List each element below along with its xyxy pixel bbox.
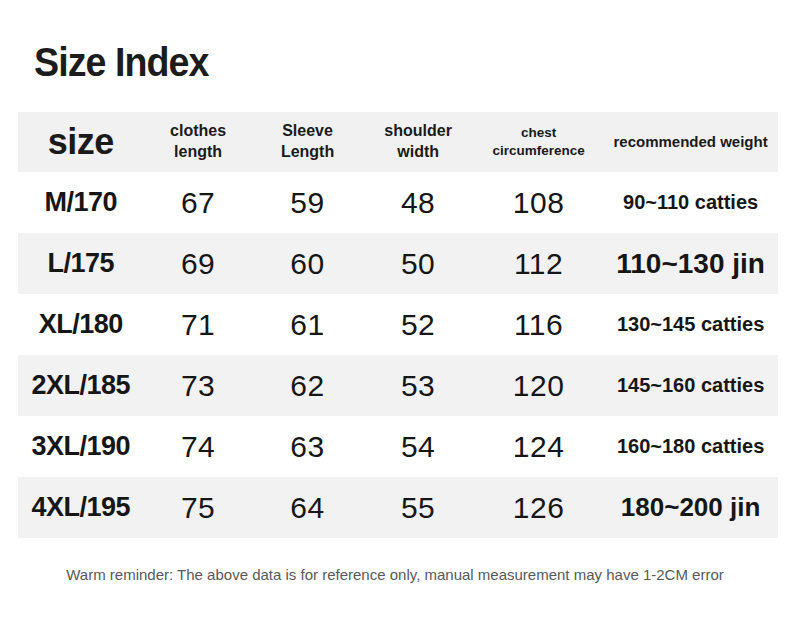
size-cell: L/175 <box>18 233 143 294</box>
value-cell: 48 <box>362 172 474 233</box>
value-cell: 116 <box>474 294 603 355</box>
value-cell: 69 <box>143 233 252 294</box>
size-cell: M/170 <box>18 172 143 233</box>
value-cell: 71 <box>143 294 252 355</box>
value-cell: 59 <box>253 172 362 233</box>
table-row: XL/180 71 61 52 116 130~145 catties <box>18 294 778 355</box>
value-cell: 124 <box>474 416 603 477</box>
value-cell: 73 <box>143 355 252 416</box>
value-cell: 67 <box>143 172 252 233</box>
weight-cell: 110~130 jin <box>603 233 778 294</box>
value-cell: 60 <box>253 233 362 294</box>
weight-cell: 180~200 jin <box>603 477 778 538</box>
value-cell: 63 <box>253 416 362 477</box>
header-chest-circumference: chest circumference <box>474 112 603 172</box>
value-cell: 53 <box>362 355 474 416</box>
weight-cell: 90~110 catties <box>603 172 778 233</box>
table-row: 2XL/185 73 62 53 120 145~160 catties <box>18 355 778 416</box>
header-sleeve-length: Sleeve Length <box>253 112 362 172</box>
value-cell: 75 <box>143 477 252 538</box>
weight-cell: 160~180 catties <box>603 416 778 477</box>
value-cell: 64 <box>253 477 362 538</box>
size-cell: 2XL/185 <box>18 355 143 416</box>
header-recommended-weight: recommended weight <box>603 112 778 172</box>
value-cell: 62 <box>253 355 362 416</box>
size-cell: 3XL/190 <box>18 416 143 477</box>
table-row: M/170 67 59 48 108 90~110 catties <box>18 172 778 233</box>
header-size: size <box>18 112 143 172</box>
value-cell: 52 <box>362 294 474 355</box>
size-cell: 4XL/195 <box>18 477 143 538</box>
value-cell: 112 <box>474 233 603 294</box>
value-cell: 50 <box>362 233 474 294</box>
table-row: L/175 69 60 50 112 110~130 jin <box>18 233 778 294</box>
value-cell: 108 <box>474 172 603 233</box>
value-cell: 126 <box>474 477 603 538</box>
header-clothes-length: clothes length <box>143 112 252 172</box>
value-cell: 120 <box>474 355 603 416</box>
footer-disclaimer: Warm reminder: The above data is for ref… <box>0 566 790 583</box>
value-cell: 54 <box>362 416 474 477</box>
size-cell: XL/180 <box>18 294 143 355</box>
weight-cell: 145~160 catties <box>603 355 778 416</box>
value-cell: 74 <box>143 416 252 477</box>
header-shoulder-width: shoulder width <box>362 112 474 172</box>
weight-cell: 130~145 catties <box>603 294 778 355</box>
value-cell: 61 <box>253 294 362 355</box>
table-header-row: size clothes length Sleeve Length should… <box>18 112 778 172</box>
size-chart-table: size clothes length Sleeve Length should… <box>18 112 778 538</box>
table-row: 4XL/195 75 64 55 126 180~200 jin <box>18 477 778 538</box>
table-row: 3XL/190 74 63 54 124 160~180 catties <box>18 416 778 477</box>
page-title: Size Index <box>34 40 208 85</box>
value-cell: 55 <box>362 477 474 538</box>
